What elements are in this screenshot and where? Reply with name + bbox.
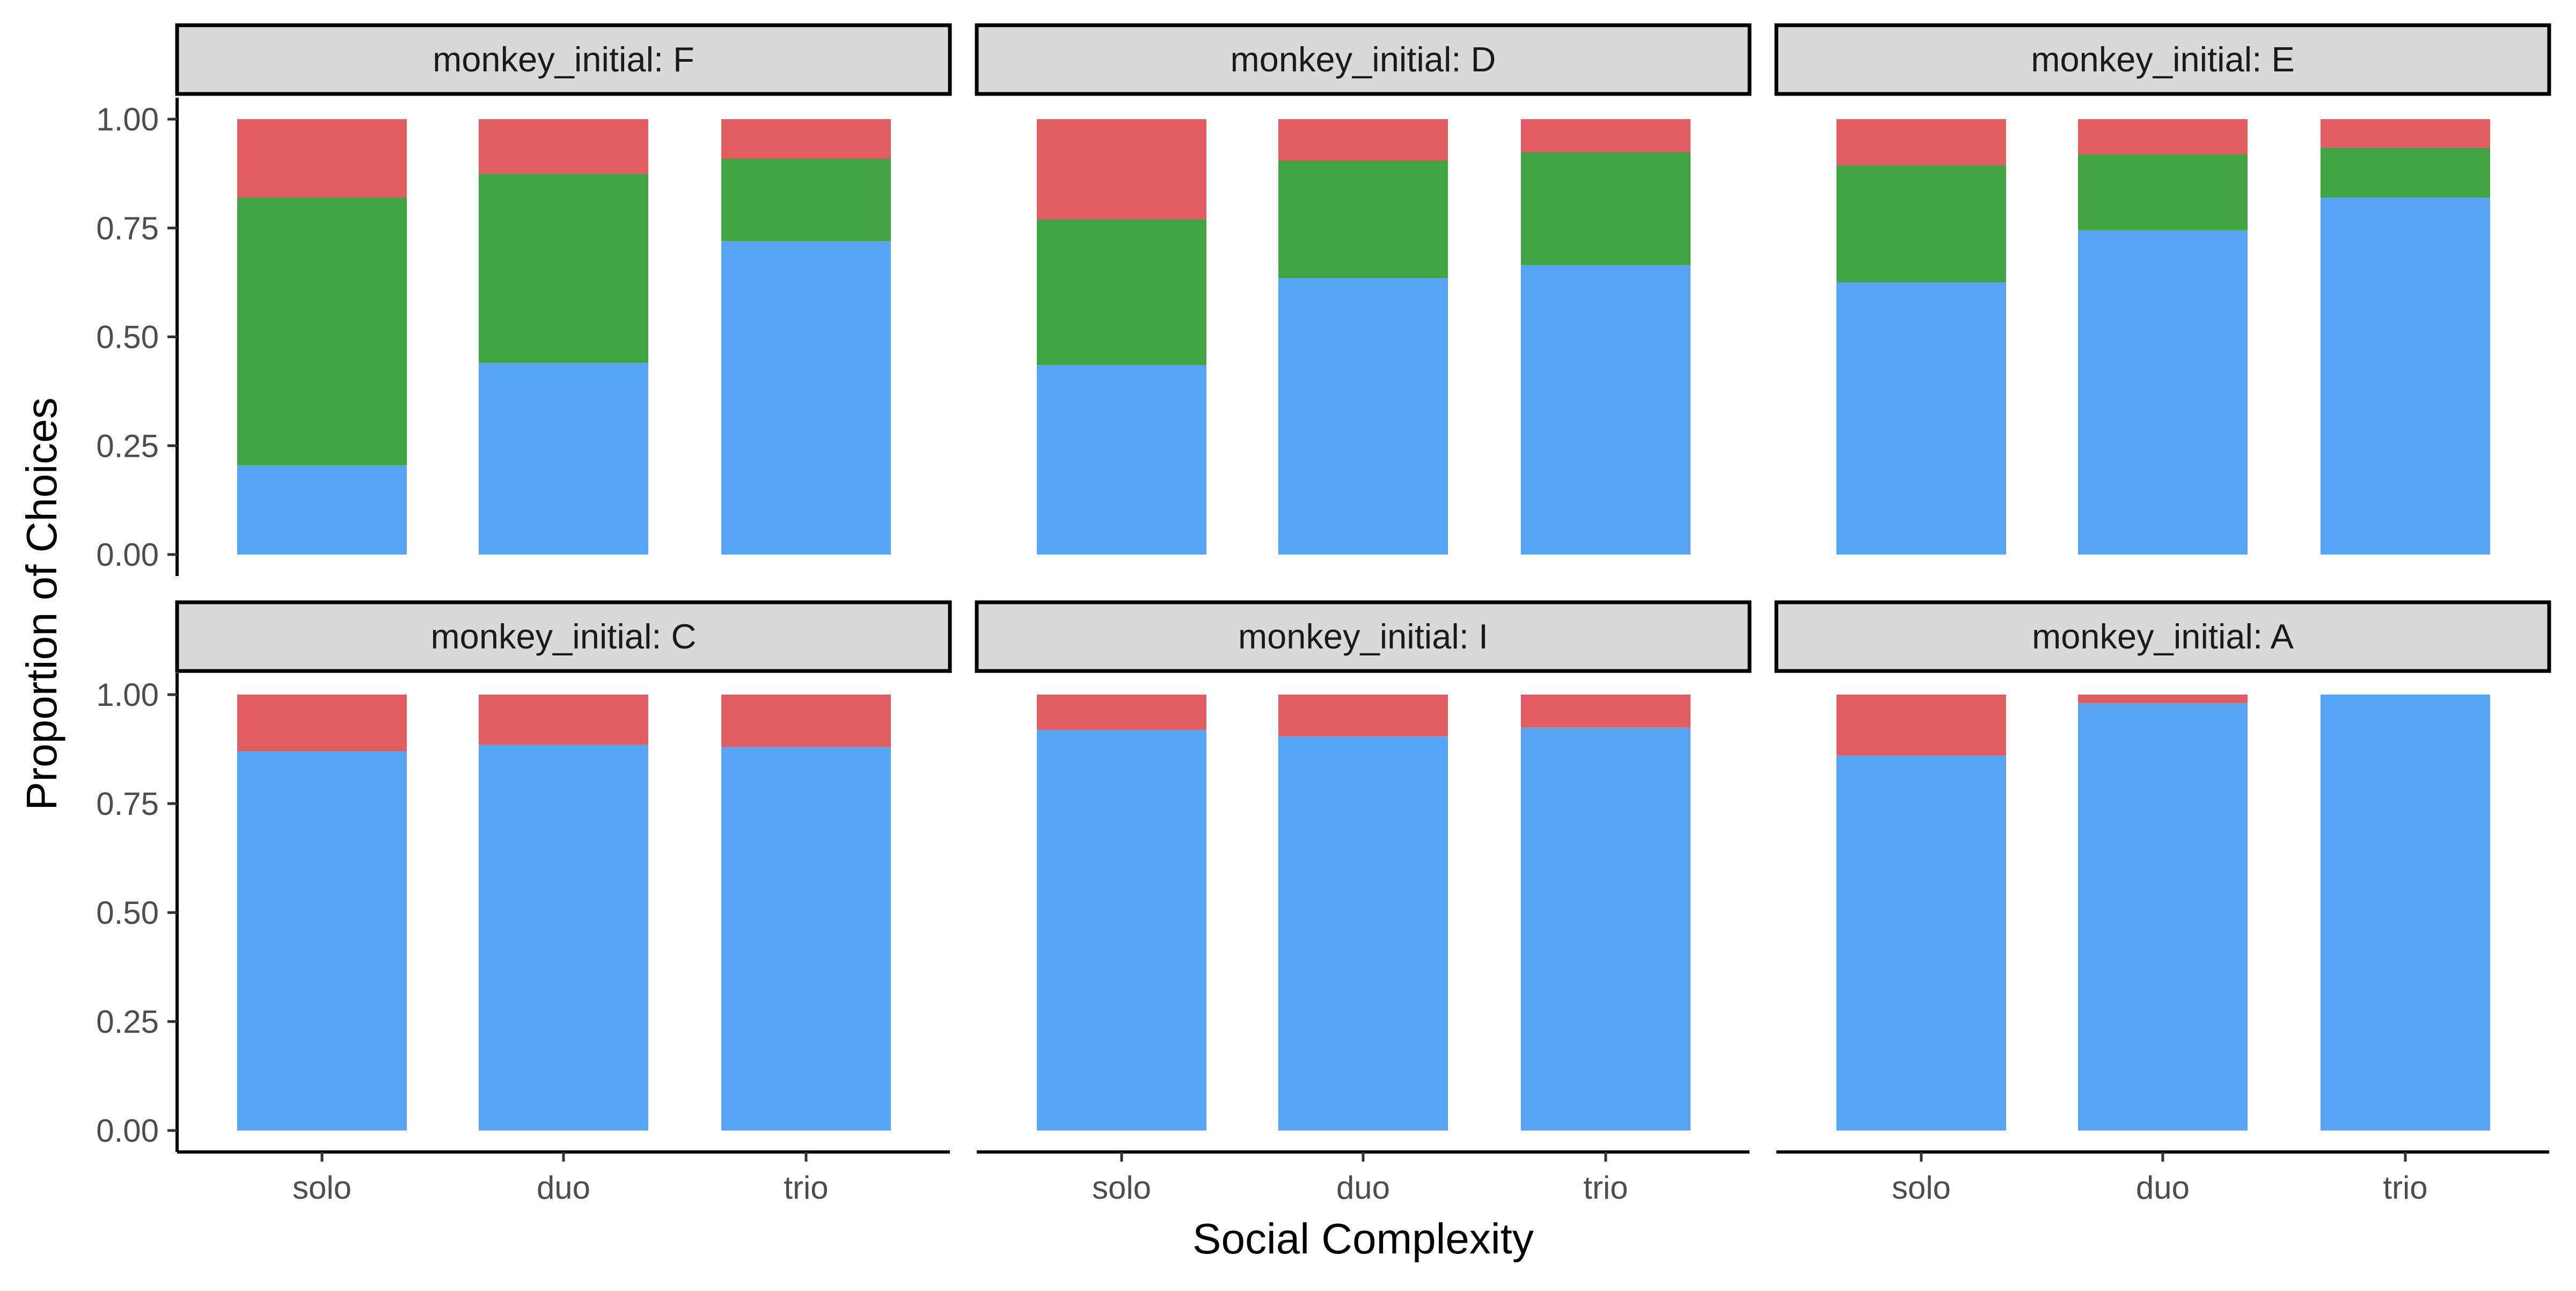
bar-red-duo	[1278, 695, 1448, 736]
facet-strip-box	[1774, 23, 2551, 96]
bar-blue-trio	[721, 241, 891, 555]
x-tick-label: duo	[2136, 1170, 2190, 1206]
y-tick-label: 0.25	[96, 428, 159, 464]
y-axis-title: Proportion of Choices	[18, 397, 65, 810]
bar-red-duo	[2078, 695, 2248, 704]
y-tick-label: 1.00	[96, 101, 159, 137]
bar-blue-duo	[1278, 736, 1448, 1130]
bar-blue-duo	[1278, 278, 1448, 555]
bar-blue-solo	[1037, 365, 1206, 555]
facet-strip-label: monkey_initial: A	[2032, 617, 2294, 656]
bar-red-trio	[2321, 119, 2490, 148]
x-tick-label: solo	[292, 1170, 352, 1206]
facet-strip-box	[975, 23, 1752, 96]
bar-blue-duo	[479, 745, 648, 1130]
facet-strip-box	[175, 23, 952, 96]
x-tick-label: trio	[2383, 1170, 2427, 1206]
y-tick-label: 0.75	[96, 786, 159, 822]
bar-red-solo	[1037, 695, 1206, 730]
y-tick-label: 0.00	[96, 537, 159, 573]
facet-strip-label: monkey_initial: I	[1238, 617, 1488, 656]
x-tick-label: solo	[1092, 1170, 1151, 1206]
bar-blue-duo	[2078, 230, 2248, 555]
bar-green-solo	[1836, 165, 2006, 283]
y-tick-label: 0.25	[96, 1004, 159, 1040]
bar-red-trio	[721, 695, 891, 747]
bar-green-trio	[2321, 147, 2490, 198]
bar-red-duo	[479, 695, 648, 745]
x-tick-label: duo	[1336, 1170, 1390, 1206]
bar-blue-trio	[1521, 265, 1690, 555]
y-tick-label: 0.50	[96, 895, 159, 931]
bar-red-trio	[721, 119, 891, 158]
y-tick-label: 0.50	[96, 319, 159, 355]
bar-blue-duo	[2078, 703, 2248, 1130]
bar-blue-trio	[2321, 695, 2490, 1130]
facet-strip-label: monkey_initial: D	[1231, 40, 1496, 79]
facet-strip-box	[975, 600, 1752, 673]
x-axis-title: Social Complexity	[1192, 1215, 1534, 1263]
bar-blue-trio	[721, 747, 891, 1130]
bar-blue-duo	[479, 363, 648, 555]
bar-red-solo	[237, 695, 407, 752]
bar-red-trio	[1521, 695, 1690, 727]
bar-green-trio	[721, 158, 891, 242]
bar-red-solo	[1836, 695, 2006, 756]
bar-green-duo	[479, 173, 648, 363]
bar-green-solo	[1037, 219, 1206, 366]
bar-red-duo	[479, 119, 648, 174]
facet-strip-box	[175, 600, 952, 673]
bar-green-solo	[237, 197, 407, 465]
facet-strip-box	[1774, 600, 2551, 673]
bar-red-solo	[237, 119, 407, 198]
bar-blue-solo	[1037, 729, 1206, 1130]
y-tick-label: 0.75	[96, 210, 159, 246]
bar-red-solo	[1037, 119, 1206, 220]
y-tick-label: 1.00	[96, 677, 159, 713]
bar-red-solo	[1836, 119, 2006, 165]
bar-blue-solo	[1836, 755, 2006, 1130]
x-tick-label: duo	[537, 1170, 590, 1206]
facet-strip-label: monkey_initial: F	[433, 40, 694, 79]
facet-panels: monkey_initial: F 0.00 0.25 0.50 0.75 1.00 mon…	[96, 23, 2551, 1206]
x-tick-label: solo	[1892, 1170, 1951, 1206]
bar-red-duo	[2078, 119, 2248, 154]
bar-blue-solo	[237, 465, 407, 555]
bar-red-duo	[1278, 119, 1448, 161]
facet-strip-label: monkey_initial: C	[431, 617, 697, 656]
bar-green-duo	[1278, 161, 1448, 279]
bar-blue-trio	[2321, 197, 2490, 555]
bar-red-trio	[1521, 119, 1690, 152]
bar-blue-solo	[237, 751, 407, 1130]
bar-green-trio	[1521, 151, 1690, 265]
y-tick-label: 0.00	[96, 1113, 159, 1149]
bar-green-duo	[2078, 154, 2248, 230]
bar-blue-solo	[1836, 282, 2006, 555]
x-tick-label: trio	[784, 1170, 828, 1206]
bar-blue-trio	[1521, 727, 1690, 1130]
facet-strip-label: monkey_initial: E	[2031, 40, 2294, 79]
x-tick-label: trio	[1583, 1170, 1628, 1206]
